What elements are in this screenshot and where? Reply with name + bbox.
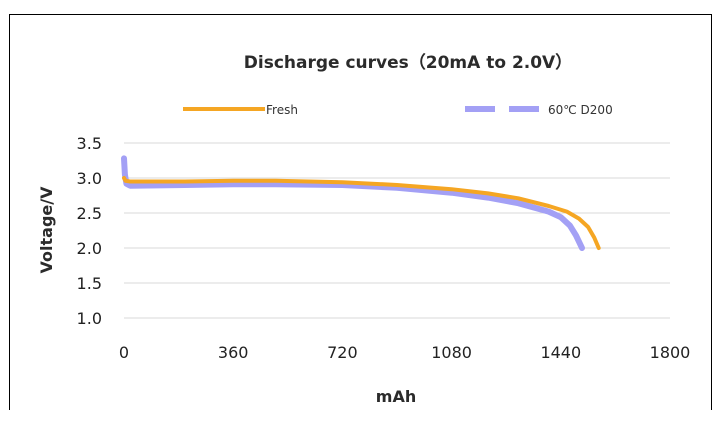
y-tick-label-3: 2.5 <box>77 204 102 223</box>
x-tick-label-0: 0 <box>119 343 129 362</box>
y-tick-label-4: 3.0 <box>77 169 102 188</box>
x-tick-label-5: 1800 <box>650 343 691 362</box>
legend-label-aged: 60℃ D200 <box>548 103 613 117</box>
y-tick-label-0: 1.0 <box>77 309 102 328</box>
legend: Fresh 60℃ D200 <box>183 103 613 117</box>
legend-label-fresh: Fresh <box>266 103 298 117</box>
x-tick-label-4: 1440 <box>540 343 581 362</box>
y-axis-title: Voltage/V <box>37 186 56 274</box>
series-line-aged <box>121 155 585 251</box>
x-axis-title: mAh <box>376 387 416 406</box>
x-tick-label-2: 720 <box>327 343 358 362</box>
y-tick-label-1: 1.5 <box>77 274 102 293</box>
x-tick-label-3: 1080 <box>431 343 472 362</box>
series-lines <box>121 155 601 251</box>
y-axis-tick-labels: 1.0 1.5 2.0 2.5 3.0 3.5 <box>77 134 102 328</box>
y-tick-label-2: 2.0 <box>77 239 102 258</box>
chart-frame <box>9 14 712 410</box>
chart-title: Discharge curves（20mA to 2.0V） <box>244 52 572 73</box>
x-tick-label-1: 360 <box>218 343 249 362</box>
x-axis-tick-labels: 0 360 720 1080 1440 1800 <box>119 343 690 362</box>
series-line-fresh <box>122 176 601 250</box>
y-tick-label-5: 3.5 <box>77 134 102 153</box>
